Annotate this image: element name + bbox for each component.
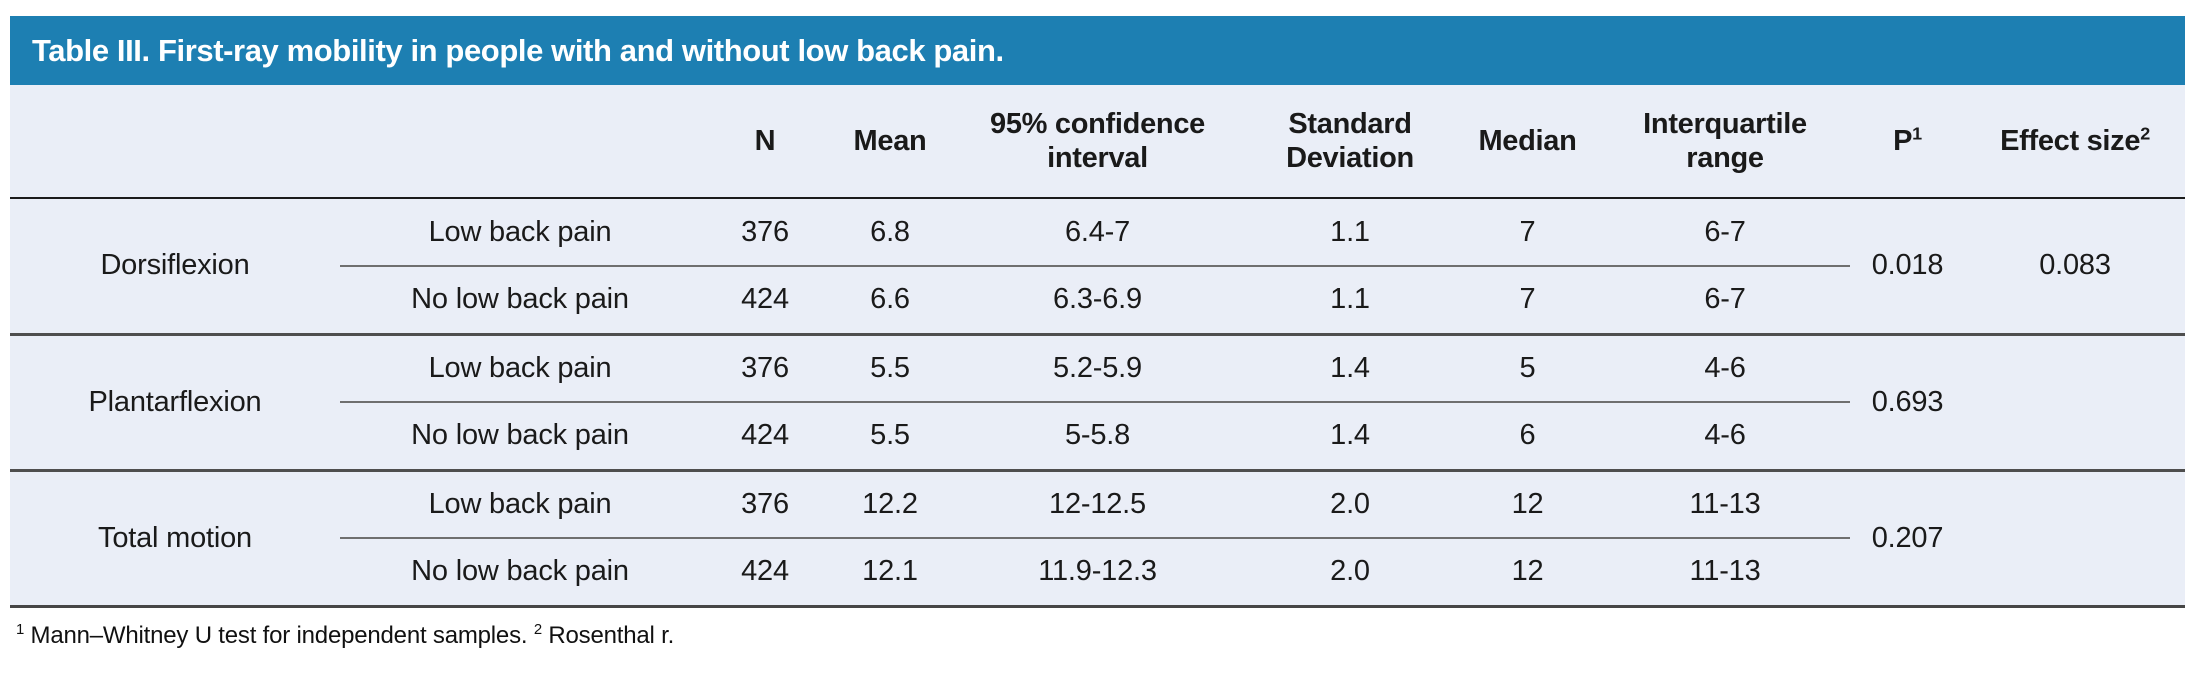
- group-total-motion: Total motion Low back pain 376 12.2 12-1…: [10, 468, 2185, 606]
- col-header-outcome: [10, 85, 340, 199]
- cell-p: 0.018: [1871, 249, 1944, 282]
- table-title-bar: Table III. First-ray mobility in people …: [10, 16, 2185, 85]
- col-header-effect-size: Effect size2: [1965, 85, 2185, 199]
- cell-median: 5: [1455, 332, 1600, 403]
- cell-sd: 1.1: [1245, 198, 1455, 267]
- cell-mean: 12.1: [862, 555, 918, 588]
- cell-mean: 6.6: [870, 283, 910, 316]
- cell-effect-size: 0.083: [2039, 249, 2111, 282]
- cell-group: Low back pain: [340, 332, 700, 403]
- col-header-iqr: Interquartile range: [1600, 85, 1850, 199]
- cell-sd: 2.0: [1245, 468, 1455, 539]
- cell-n: 424: [741, 283, 789, 316]
- cell-n: 376: [700, 468, 830, 539]
- cell-group: Low back pain: [340, 198, 700, 267]
- cell-group: Low back pain: [340, 468, 700, 539]
- col-header-median: Median: [1455, 85, 1600, 199]
- header-row: N Mean 95% confidence interval Standard …: [10, 85, 2185, 199]
- col-header-group: [340, 85, 700, 199]
- cell-outcome: Total motion: [10, 468, 340, 606]
- table-iii-card: Table III. First-ray mobility in people …: [10, 16, 2185, 650]
- cell-median: 12: [1455, 468, 1600, 539]
- cell-ci: 6.4-7: [950, 198, 1245, 267]
- data-table: N Mean 95% confidence interval Standard …: [10, 85, 2185, 608]
- cell-sd: 1.1: [1330, 283, 1370, 316]
- cell-group: No low back pain: [411, 283, 629, 316]
- cell-mean: 6.8: [830, 198, 950, 267]
- footnote-text-2: Rosenthal r.: [548, 621, 675, 649]
- cell-ci: 5.2-5.9: [950, 332, 1245, 403]
- cell-outcome: Dorsiflexion: [100, 249, 250, 282]
- cell-iqr: 4-6: [1704, 419, 1746, 452]
- cell-iqr: 6-7: [1704, 283, 1746, 316]
- cell-iqr: 6-7: [1600, 198, 1850, 267]
- group-plantarflexion: Plantarflexion Low back pain 376 5.5 5.2…: [10, 332, 2185, 470]
- table-row: Plantarflexion Low back pain 376 5.5 5.2…: [10, 332, 2185, 470]
- cell-sd: 2.0: [1330, 555, 1370, 588]
- cell-group: No low back pain: [411, 419, 629, 452]
- cell-median: 6: [1519, 419, 1536, 452]
- col-header-ci: 95% confidence interval: [950, 85, 1245, 199]
- cell-outcome: Plantarflexion: [10, 332, 340, 470]
- cell-mean: 5.5: [830, 332, 950, 403]
- cell-median: 7: [1455, 198, 1600, 267]
- cell-effect-size: [1965, 468, 2185, 606]
- cell-ci: 11.9-12.3: [1038, 555, 1157, 588]
- cell-n: 376: [700, 332, 830, 403]
- cell-mean: 5.5: [870, 419, 910, 452]
- cell-p: 0.207: [1850, 468, 1965, 606]
- table-row: No low back pain 424 12.1 11.9-12.3 2.0 …: [10, 538, 2185, 606]
- cell-ci: 12-12.5: [950, 468, 1245, 539]
- group-dorsiflexion: Dorsiflexion Low back pain 376 6.8 6.4-7…: [10, 198, 2185, 334]
- footnote-superscript-2: 2: [533, 621, 542, 638]
- cell-group: No low back pain: [411, 555, 629, 588]
- cell-median: 12: [1511, 555, 1544, 588]
- table-row: No low back pain 424 5.5 5-5.8 1.4 6 4-6: [10, 402, 2185, 470]
- cell-iqr: 4-6: [1600, 332, 1850, 403]
- footnote-text-1: Mann–Whitney U test for independent samp…: [30, 621, 528, 649]
- table-title: Table III. First-ray mobility in people …: [32, 32, 1004, 68]
- p-label: P: [1893, 125, 1913, 157]
- cell-sd: 1.4: [1245, 332, 1455, 403]
- table-header: N Mean 95% confidence interval Standard …: [10, 85, 2185, 199]
- effect-size-label: Effect size: [2000, 125, 2141, 157]
- p-superscript: 1: [1912, 123, 1922, 144]
- effect-size-superscript: 2: [2140, 123, 2150, 144]
- col-header-sd: Standard Deviation: [1245, 85, 1455, 199]
- col-header-p: P1: [1850, 85, 1965, 199]
- cell-iqr: 11-13: [1600, 468, 1850, 539]
- footnote-superscript-1: 1: [16, 621, 25, 638]
- table-row: Total motion Low back pain 376 12.2 12-1…: [10, 468, 2185, 606]
- cell-iqr: 11-13: [1689, 555, 1761, 588]
- cell-median: 7: [1519, 283, 1536, 316]
- cell-sd: 1.4: [1330, 419, 1370, 452]
- cell-p: 0.693: [1850, 332, 1965, 470]
- table-row: No low back pain 424 6.6 6.3-6.9 1.1 7 6…: [10, 266, 2185, 334]
- cell-effect-size: [1965, 332, 2185, 470]
- cell-ci: 6.3-6.9: [1053, 283, 1142, 316]
- col-header-mean: Mean: [830, 85, 950, 199]
- table-row: Dorsiflexion Low back pain 376 6.8 6.4-7…: [10, 198, 2185, 281]
- cell-n: 376: [700, 198, 830, 267]
- col-header-n: N: [700, 85, 830, 199]
- cell-mean: 12.2: [830, 468, 950, 539]
- cell-ci: 5-5.8: [1064, 419, 1131, 452]
- cell-n: 424: [741, 419, 789, 452]
- footnote: 1 Mann–Whitney U test for independent sa…: [10, 622, 2185, 650]
- cell-n: 424: [741, 555, 789, 588]
